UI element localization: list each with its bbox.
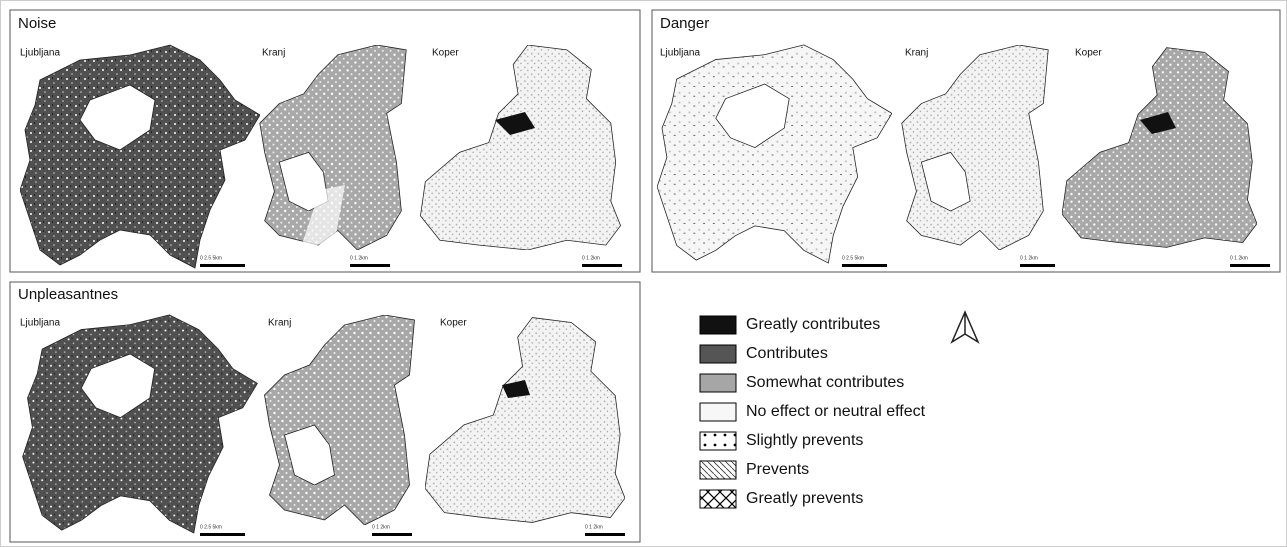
- scale-label: 0 2.5 5km: [200, 524, 222, 530]
- city-label: Kranj: [268, 318, 291, 329]
- legend-label: Greatly contributes: [746, 316, 880, 333]
- scale-label: 0 1 2km: [1020, 255, 1038, 261]
- legend-swatch: [700, 345, 736, 363]
- panel-unpleasantness: Unpleasantnes Ljubljana Kranj Koper 0 2.…: [10, 282, 640, 542]
- scale-bar: [842, 264, 887, 267]
- scale-bar: [1230, 264, 1270, 267]
- scale-bar: [372, 533, 412, 536]
- scale-label: 0 1 2km: [585, 524, 603, 530]
- city-label: Koper: [440, 318, 467, 329]
- city-label: Ljubljana: [20, 48, 60, 59]
- panel-title: Noise: [18, 15, 56, 32]
- legend-swatch: [700, 403, 736, 421]
- scale-bar: [200, 264, 245, 267]
- scale-bar: [1020, 264, 1055, 267]
- city-label: Kranj: [905, 48, 928, 59]
- scale-bar: [582, 264, 622, 267]
- city-label: Ljubljana: [20, 318, 60, 329]
- legend-label: No effect or neutral effect: [746, 403, 926, 420]
- city-label: Koper: [1075, 48, 1102, 59]
- scale-label: 0 1 2km: [582, 255, 600, 261]
- legend-swatch: [700, 432, 736, 450]
- scale-label: 0 1 2km: [350, 255, 368, 261]
- legend-label: Somewhat contributes: [746, 374, 904, 391]
- panel-danger: Danger Ljubljana Kranj Koper 0 2.5 5km 0…: [652, 10, 1280, 272]
- panel-title: Unpleasantnes: [18, 286, 118, 303]
- legend-label: Contributes: [746, 345, 828, 362]
- panel-title: Danger: [660, 15, 709, 32]
- scale-label: 0 1 2km: [372, 524, 390, 530]
- city-label: Kranj: [262, 48, 285, 59]
- figure: Noise Ljubljana Kranj Koper 0 2.5 5km 0 …: [0, 0, 1287, 547]
- legend-swatch: [700, 316, 736, 334]
- legend-label: Greatly prevents: [746, 490, 863, 507]
- city-label: Ljubljana: [660, 48, 700, 59]
- scale-label: 0 2.5 5km: [842, 255, 864, 261]
- legend-label: Prevents: [746, 461, 809, 478]
- scale-bar: [200, 533, 245, 536]
- scale-bar: [350, 264, 390, 267]
- scale-label: 0 1 2km: [1230, 255, 1248, 261]
- city-label: Koper: [432, 48, 459, 59]
- legend-label: Slightly prevents: [746, 432, 863, 449]
- legend-swatch: [700, 461, 736, 479]
- scale-label: 0 2.5 5km: [200, 255, 222, 261]
- legend-swatch: [700, 374, 736, 392]
- panel-noise: Noise Ljubljana Kranj Koper 0 2.5 5km 0 …: [10, 10, 640, 272]
- scale-bar: [585, 533, 625, 536]
- legend-swatch: [700, 490, 736, 508]
